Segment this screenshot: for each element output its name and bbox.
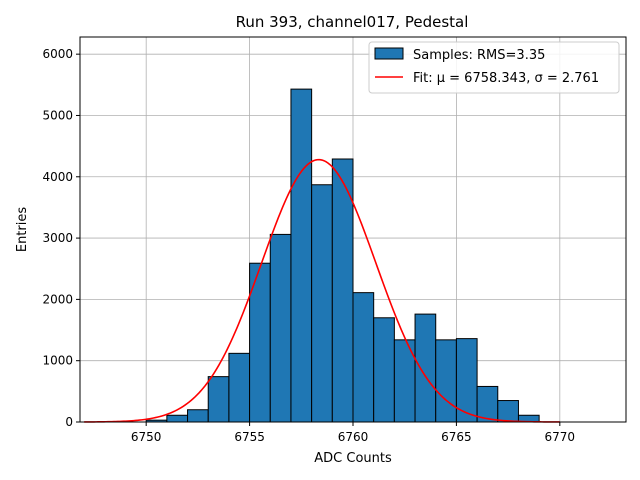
- y-tick-label: 3000: [42, 231, 73, 245]
- histogram-bar: [352, 292, 375, 423]
- histogram-bar: [228, 352, 251, 423]
- x-tick-label: 6750: [131, 430, 162, 444]
- x-tick-label: 6765: [441, 430, 472, 444]
- legend-swatch-samples: [374, 47, 404, 60]
- x-axis-ticks: 6750 6755 6760 6765 6770: [131, 422, 575, 444]
- histogram-bar: [207, 376, 230, 423]
- histogram-bar: [166, 414, 189, 423]
- histogram-bar: [269, 233, 292, 423]
- fit-curve-group: [84, 158, 560, 423]
- y-axis-ticks: 0 1000 2000 3000 4000 5000 6000: [42, 47, 80, 429]
- chart-title: Run 393, channel017, Pedestal: [236, 13, 469, 31]
- y-axis-label: Entries: [15, 207, 30, 253]
- y-tick-label: 4000: [42, 170, 73, 184]
- y-tick-label: 2000: [42, 292, 73, 306]
- x-tick-label: 6770: [545, 430, 576, 444]
- legend-frame: [368, 41, 620, 94]
- histogram-bar: [435, 339, 457, 423]
- legend-label-samples: Samples: RMS=3.35: [413, 48, 545, 63]
- histogram-bar: [187, 409, 209, 423]
- histogram-bar: [290, 88, 313, 423]
- histogram-bars: [145, 88, 540, 423]
- legend: Samples: RMS=3.35 Fit: μ = 6758.343, σ =…: [368, 41, 620, 94]
- x-tick-label: 6760: [338, 430, 369, 444]
- histogram-bar: [311, 184, 333, 423]
- histogram-bar: [331, 158, 354, 423]
- histogram-bar: [414, 313, 437, 423]
- legend-label-fit: Fit: μ = 6758.343, σ = 2.761: [413, 71, 599, 86]
- y-tick-label: 5000: [42, 108, 73, 122]
- histogram-bar: [497, 400, 519, 423]
- x-tick-label: 6755: [234, 430, 265, 444]
- y-tick-label: 1000: [42, 354, 73, 368]
- histogram-bar: [373, 317, 395, 423]
- x-axis-label: ADC Counts: [314, 451, 392, 466]
- y-tick-label: 6000: [42, 47, 73, 61]
- y-tick-label: 0: [65, 415, 73, 429]
- fit-curve: [84, 158, 560, 423]
